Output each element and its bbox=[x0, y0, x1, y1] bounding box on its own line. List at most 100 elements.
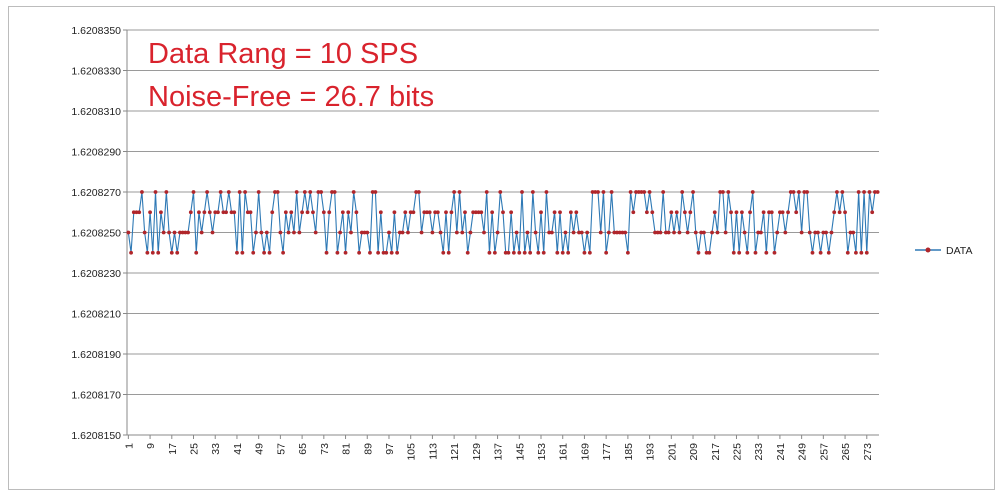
data-point bbox=[685, 230, 690, 235]
data-point bbox=[552, 210, 557, 215]
data-point bbox=[308, 190, 313, 194]
data-point bbox=[408, 210, 413, 215]
x-tick-label: 257 bbox=[818, 443, 830, 461]
data-point bbox=[571, 230, 576, 235]
x-tick-label: 105 bbox=[406, 443, 418, 461]
x-tick-label: 97 bbox=[384, 443, 396, 455]
y-tick-label: 1.6208290 bbox=[71, 147, 121, 159]
x-axis-ticks: 1 9 17 25 33 41 49 57 65 73 81 89 97 105 113 121 129 137 1… bbox=[123, 435, 874, 461]
x-tick-label: 113 bbox=[427, 443, 439, 460]
data-point bbox=[742, 230, 747, 235]
data-point bbox=[319, 190, 324, 194]
data-point bbox=[506, 250, 511, 255]
data-point bbox=[522, 250, 527, 255]
data-point bbox=[875, 190, 880, 194]
data-point bbox=[270, 210, 275, 215]
data-point bbox=[259, 230, 264, 235]
data-point bbox=[802, 190, 807, 194]
data-point bbox=[368, 250, 372, 255]
data-point bbox=[821, 230, 826, 235]
data-point bbox=[639, 190, 644, 194]
data-point bbox=[539, 210, 543, 215]
data-point bbox=[392, 210, 397, 215]
y-tick-label: 1.6208350 bbox=[71, 25, 121, 37]
legend: DATA bbox=[915, 245, 972, 257]
data-point bbox=[528, 250, 533, 255]
data-point bbox=[131, 210, 136, 215]
data-point bbox=[150, 250, 155, 255]
data-point bbox=[810, 250, 815, 255]
data-point bbox=[218, 190, 223, 194]
data-point bbox=[161, 230, 166, 235]
data-point bbox=[210, 230, 215, 235]
data-point bbox=[558, 210, 562, 215]
data-point bbox=[446, 250, 451, 255]
data-point bbox=[183, 230, 188, 235]
data-point bbox=[311, 210, 315, 215]
data-point bbox=[186, 230, 190, 235]
y-axis-ticks: 1.6208350 1.6208330 1.6208310 1.6208290 1.62… bbox=[71, 25, 127, 442]
series-line-data bbox=[127, 191, 878, 254]
x-tick-label: 153 bbox=[536, 443, 548, 461]
data-point bbox=[585, 230, 590, 235]
data-point bbox=[416, 190, 421, 194]
data-point bbox=[490, 210, 495, 215]
x-tick-label: 73 bbox=[319, 443, 331, 455]
data-point bbox=[281, 250, 285, 255]
data-point bbox=[286, 230, 291, 235]
data-point bbox=[153, 190, 158, 194]
x-tick-label: 145 bbox=[514, 443, 526, 461]
data-point bbox=[547, 230, 552, 235]
data-point bbox=[194, 250, 199, 255]
data-point bbox=[655, 230, 660, 235]
data-point bbox=[213, 210, 218, 215]
data-point bbox=[707, 250, 712, 255]
data-point bbox=[511, 250, 516, 255]
data-point bbox=[479, 210, 484, 215]
data-point bbox=[484, 190, 489, 194]
data-point bbox=[389, 250, 394, 255]
data-point bbox=[566, 250, 571, 255]
data-point bbox=[870, 210, 875, 215]
x-tick-label: 49 bbox=[254, 443, 266, 455]
data-point bbox=[302, 190, 307, 194]
data-point bbox=[604, 250, 609, 255]
data-point bbox=[574, 210, 579, 215]
data-point bbox=[832, 210, 837, 215]
data-point bbox=[207, 210, 212, 215]
x-tick-label: 265 bbox=[840, 443, 852, 461]
data-point bbox=[851, 230, 856, 235]
x-tick-label: 225 bbox=[731, 443, 743, 461]
data-point bbox=[435, 210, 440, 215]
data-point bbox=[251, 250, 256, 255]
x-tick-label: 41 bbox=[232, 443, 244, 455]
x-tick-label: 273 bbox=[862, 443, 874, 461]
data-point bbox=[642, 190, 647, 194]
data-point bbox=[710, 230, 714, 235]
data-point bbox=[294, 190, 299, 194]
data-point bbox=[759, 230, 763, 235]
data-point bbox=[226, 190, 231, 194]
data-point bbox=[628, 190, 633, 194]
data-point bbox=[661, 190, 666, 194]
data-point bbox=[682, 210, 687, 215]
data-point bbox=[349, 230, 353, 235]
data-point bbox=[845, 250, 850, 255]
data-point bbox=[354, 210, 359, 215]
data-point bbox=[650, 210, 655, 215]
data-point bbox=[178, 230, 182, 235]
data-point bbox=[292, 230, 296, 235]
data-point bbox=[468, 230, 473, 235]
x-tick-label: 193 bbox=[645, 443, 657, 461]
data-point bbox=[560, 250, 565, 255]
data-point bbox=[335, 250, 340, 255]
data-point bbox=[376, 250, 381, 255]
data-point bbox=[840, 190, 845, 194]
x-tick-label: 25 bbox=[189, 443, 201, 455]
data-point bbox=[248, 210, 253, 215]
data-point bbox=[753, 250, 758, 255]
y-tick-label: 1.6208210 bbox=[71, 309, 121, 321]
data-point bbox=[460, 230, 465, 235]
x-tick-label: 33 bbox=[210, 443, 222, 455]
data-point bbox=[262, 250, 266, 255]
